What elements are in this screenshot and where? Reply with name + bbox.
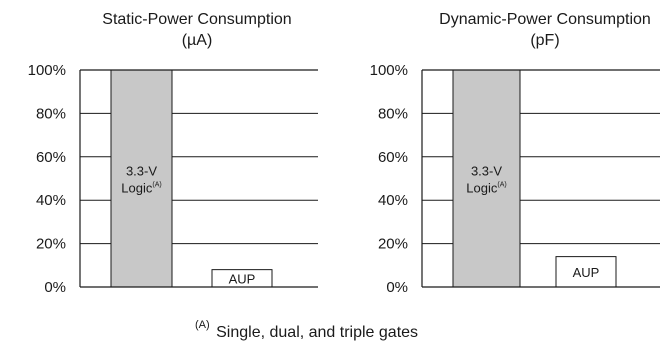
footnote-text: Single, dual, and triple gates: [216, 324, 418, 341]
bar-label: AUP: [573, 265, 600, 280]
bar-label: Logic(A): [466, 181, 506, 196]
chart-title: Static-Power Consumption: [102, 11, 291, 28]
chart-title: Dynamic-Power Consumption: [439, 11, 651, 28]
bar-label-sup: (A): [497, 182, 506, 189]
y-tick-label: 60%: [36, 149, 66, 166]
bar-logic: [110, 69, 173, 288]
footnote-mark: (A): [195, 319, 210, 331]
y-tick-label: 80%: [378, 105, 408, 122]
bar-label-line: 3.3-V: [126, 164, 157, 179]
static-power-chart: Static-Power Consumption (µA) 0% 20% 40% 60% 8…: [28, 11, 318, 296]
chart-unit: (pF): [530, 32, 559, 49]
bar-label-line: Logic: [121, 181, 153, 196]
chart-unit: (µA): [182, 32, 213, 49]
bar-label: AUP: [229, 271, 256, 286]
y-tick-label: 20%: [378, 236, 408, 253]
bar-logic: [452, 69, 521, 288]
bar-label-line: 3.3-V: [471, 164, 502, 179]
bar-aup: [555, 256, 617, 288]
y-tick-label: 60%: [378, 149, 408, 166]
y-tick-label: 80%: [36, 105, 66, 122]
dynamic-power-chart: Dynamic-Power Consumption (pF) 0% 20% 40% 60%…: [370, 11, 660, 296]
y-tick-label: 40%: [36, 192, 66, 209]
bar-label-sup: (A): [152, 182, 161, 189]
bar-label: 3.3-V: [471, 164, 502, 179]
y-tick-label: 100%: [370, 62, 408, 79]
y-tick-label: 0%: [44, 279, 66, 296]
y-tick-label: 40%: [378, 192, 408, 209]
y-tick-label: 100%: [28, 62, 66, 79]
bar-label-line: Logic: [466, 181, 498, 196]
y-tick-label: 20%: [36, 236, 66, 253]
y-tick-label: 0%: [386, 279, 408, 296]
bar-label: Logic(A): [121, 181, 161, 196]
footnote: (A) Single, dual, and triple gates: [195, 315, 418, 341]
bar-label: 3.3-V: [126, 164, 157, 179]
